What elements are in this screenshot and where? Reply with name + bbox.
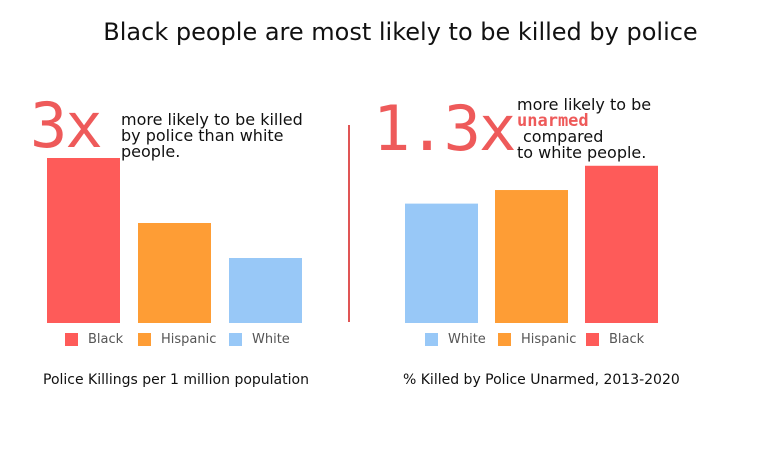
right-stat-line: to white people.	[517, 143, 647, 162]
legend-swatch	[138, 333, 151, 346]
bar-hispanic	[495, 190, 568, 323]
right-stat-text: more likely to be unarmed compared to wh…	[517, 97, 651, 161]
legend-swatch	[586, 333, 599, 346]
bar-hispanic	[138, 223, 211, 323]
legend-item: White	[229, 332, 290, 347]
legend-swatch	[498, 333, 511, 346]
right-stat-line: compared	[523, 127, 604, 146]
right-bar-group	[405, 165, 658, 323]
left-stat-line: people.	[121, 142, 181, 161]
right-caption: % Killed by Police Unarmed, 2013-2020	[403, 372, 680, 388]
bar-white	[229, 258, 302, 323]
bar-black	[585, 165, 658, 323]
legend-label: Hispanic	[521, 332, 577, 347]
legend-item: Black	[65, 332, 138, 347]
chart-title: Black people are most likely to be kille…	[103, 18, 698, 46]
legend-label: Black	[88, 332, 124, 347]
right-legend: White Hispanic Black	[425, 332, 644, 347]
legend-item: Black	[586, 332, 644, 347]
left-legend: Black Hispanic White	[65, 332, 290, 347]
left-stat-value: 3x	[30, 89, 103, 162]
left-stat-line: more likely to be killed	[121, 110, 303, 129]
left-bar-group	[47, 158, 302, 323]
panel-divider	[348, 125, 350, 322]
left-stat-line: by police than white	[121, 126, 284, 145]
left-caption: Police Killings per 1 million population	[43, 372, 309, 388]
legend-item: Hispanic	[498, 332, 586, 347]
legend-label: White	[252, 332, 290, 347]
legend-label: White	[448, 332, 486, 347]
legend-item: Hispanic	[138, 332, 229, 347]
legend-label: Hispanic	[161, 332, 217, 347]
right-stat-value: 1.3x	[373, 92, 516, 165]
legend-label: Black	[609, 332, 645, 347]
right-stat-line: more likely to be	[517, 95, 652, 114]
bar-black	[47, 158, 120, 323]
legend-swatch	[229, 333, 242, 346]
legend-swatch	[425, 333, 438, 346]
left-stat-text: more likely to be killed by police than …	[121, 112, 303, 160]
legend-item: White	[425, 332, 498, 347]
bar-white	[405, 203, 478, 323]
right-stat-highlight: unarmed	[517, 111, 589, 131]
legend-swatch	[65, 333, 78, 346]
